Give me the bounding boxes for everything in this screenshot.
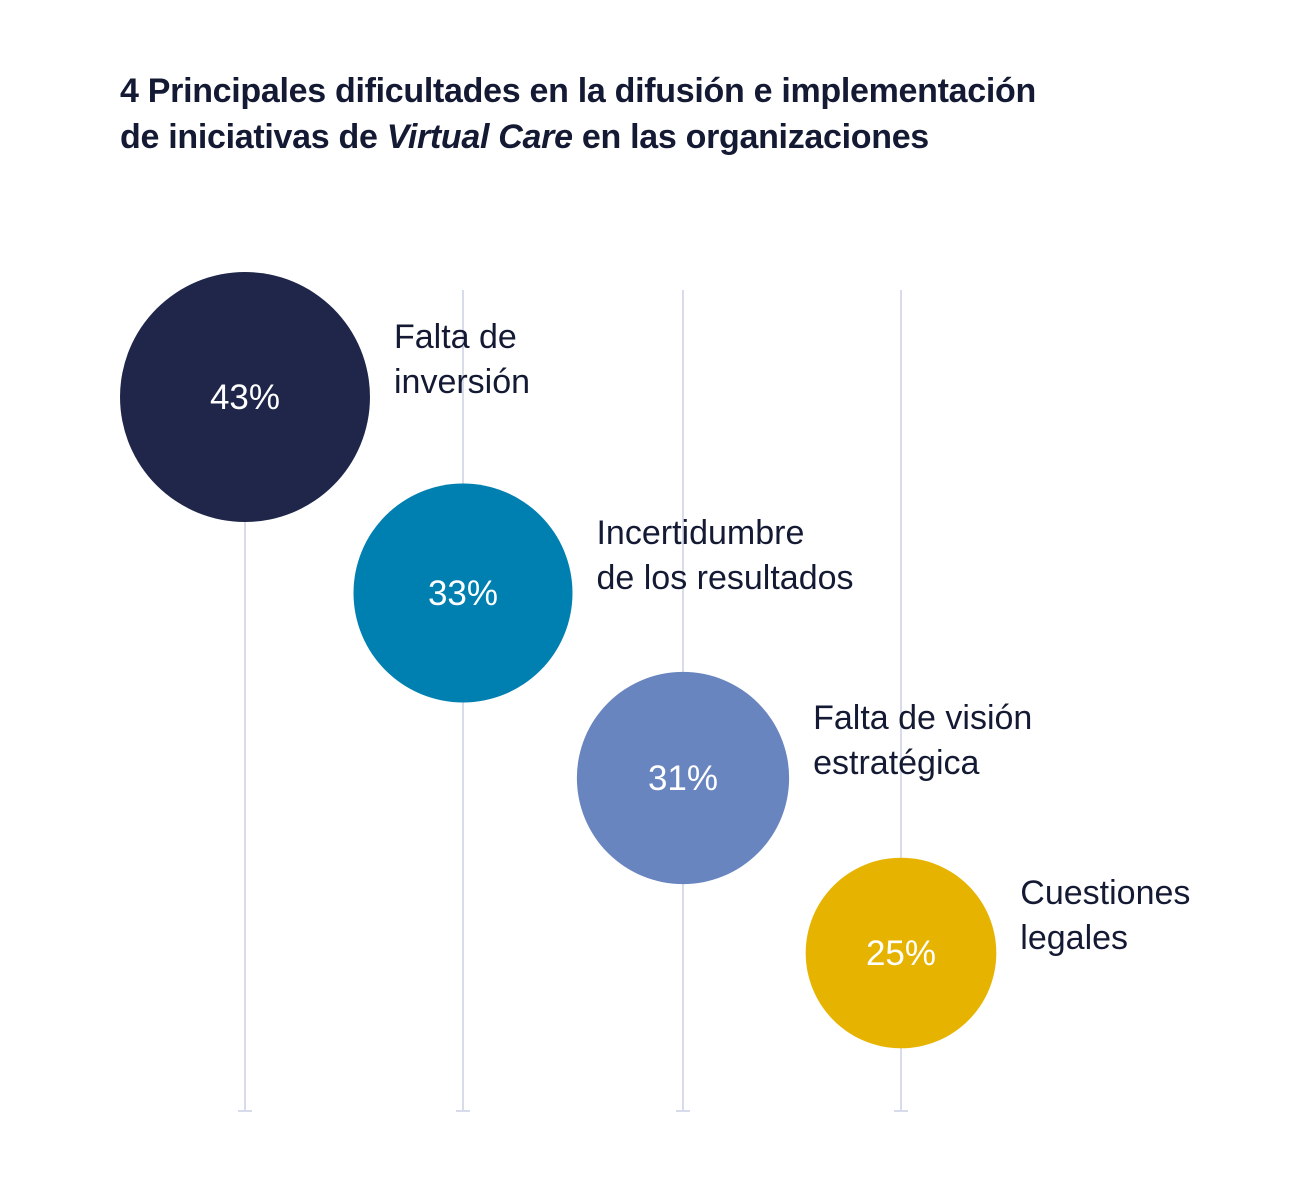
- bubble: [353, 483, 573, 703]
- category-label-line: de los resultados: [596, 559, 854, 597]
- bubble: [576, 671, 790, 885]
- value-label: 31%: [648, 759, 718, 798]
- category-label-line: inversión: [393, 363, 531, 401]
- category-label-line: legales: [1020, 919, 1129, 957]
- category-label: Cuestiones legales: [1020, 871, 1190, 961]
- value-label: 33%: [428, 574, 498, 613]
- title-line-2: de iniciativas de Virtual Care en las or…: [120, 114, 1036, 160]
- category-label: Falta de inversión: [394, 315, 530, 405]
- bubble: [805, 857, 997, 1049]
- value-label: 25%: [866, 934, 936, 973]
- category-label-line: Falta de visión: [813, 699, 1033, 737]
- category-label-line: Cuestiones: [1020, 874, 1191, 912]
- category-label: Incertidumbre de los resultados: [596, 511, 853, 601]
- category-label-line: Incertidumbre: [596, 514, 805, 552]
- bubble: [120, 272, 370, 522]
- title-line-1: 4 Principales dificultades en la difusió…: [120, 72, 1036, 110]
- category-label-line: Falta de: [393, 318, 517, 356]
- title-italic: Virtual Care: [386, 118, 573, 156]
- category-label-line: estratégica: [813, 744, 980, 782]
- category-label: Falta de visión estratégica: [813, 696, 1032, 786]
- chart-title: 4 Principales dificultades en la difusió…: [120, 68, 1036, 160]
- title-text: en las organizaciones: [572, 118, 929, 156]
- title-text: de iniciativas de: [120, 118, 387, 156]
- value-label: 43%: [210, 378, 280, 417]
